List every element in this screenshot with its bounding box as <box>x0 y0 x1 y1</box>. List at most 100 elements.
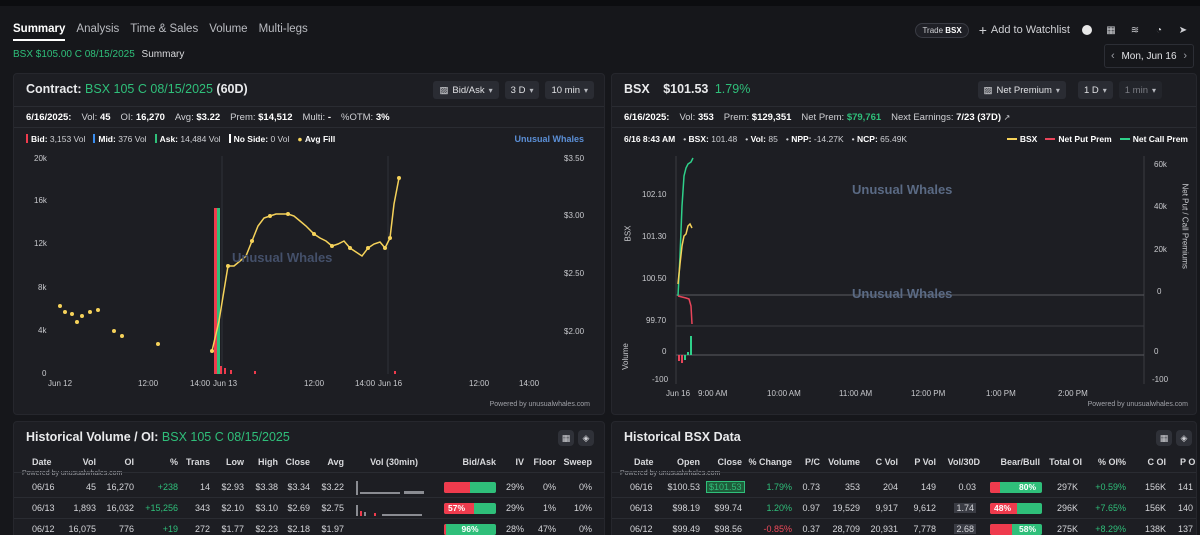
chevron-left-icon[interactable]: ‹ <box>1111 50 1115 62</box>
avg-fill-point <box>88 310 92 314</box>
legend-avgfill[interactable]: ● Avg Fill <box>297 134 336 144</box>
legend-bid[interactable]: Bid: 3,153 Vol <box>26 134 85 144</box>
col-open[interactable]: Open <box>676 457 700 467</box>
cell-vol: 45 <box>85 482 96 492</box>
col-low[interactable]: Low <box>226 457 244 467</box>
avg-fill-point <box>80 314 84 318</box>
col-pvol[interactable]: P Vol <box>914 457 936 467</box>
table-row[interactable]: 06/16 $100.53 $101.53 1.79% 0.73 353 204… <box>612 477 1196 498</box>
cell-cvol: 9,917 <box>875 503 898 513</box>
breadcrumb-contract[interactable]: BSX $105.00 C 08/15/2025 <box>13 49 135 60</box>
legend-ask[interactable]: Ask: 14,484 Vol <box>154 134 221 144</box>
y-tick-right: 40k <box>1154 202 1167 211</box>
cell-pvol: 149 <box>920 482 936 492</box>
cell-pct: +238 <box>157 482 178 492</box>
cell-oipct: +0.59% <box>1095 482 1126 492</box>
table-view-icon[interactable]: ▦ <box>1156 430 1172 446</box>
expand-icon[interactable]: ◈ <box>1176 430 1192 446</box>
col-iv[interactable]: IV <box>515 457 524 467</box>
calculator-icon[interactable]: ▦ <box>1106 24 1116 36</box>
col-bidask[interactable]: Bid/Ask <box>462 457 496 467</box>
col-coi[interactable]: C OI <box>1147 457 1166 467</box>
col-vol30d[interactable]: Vol/30D <box>947 457 980 467</box>
col-bearbull[interactable]: Bear/Bull <box>1000 457 1040 467</box>
stock-range-select[interactable]: 1 D ▾ <box>1077 81 1113 99</box>
table-row[interactable]: 06/13 1,893 16,032 +15,256 343 $2.10 $3.… <box>14 498 604 519</box>
powered-by[interactable]: Powered by unusualwhales.com <box>489 401 590 408</box>
col-totaloi[interactable]: Total OI <box>1049 457 1082 467</box>
x-tick: 2:00 PM <box>1058 389 1088 398</box>
date-picker[interactable]: ‹ Mon, Jun 16 › <box>1104 44 1194 68</box>
cell-trans: 272 <box>194 524 210 534</box>
stat-earnings[interactable]: Next Earnings: 7/23 (37D) ↗ <box>891 111 1011 123</box>
chevron-right-icon[interactable]: › <box>1183 50 1187 62</box>
waves-icon[interactable]: ≋ <box>1130 24 1140 36</box>
col-oi[interactable]: OI <box>124 457 134 467</box>
series-npp[interactable]: Net Put Prem <box>1045 134 1112 144</box>
col-cvol[interactable]: C Vol <box>875 457 898 467</box>
table-row[interactable]: 06/16 45 16,270 +238 14 $2.93 $3.38 $3.3… <box>14 477 604 498</box>
range-select[interactable]: 3 D ▾ <box>504 81 540 99</box>
col-close[interactable]: Close <box>717 457 742 467</box>
chart-icon: ▨ <box>439 84 449 96</box>
col-close[interactable]: Close <box>285 457 310 467</box>
tab-volume[interactable]: Volume <box>209 23 248 35</box>
cell-oipct: +7.65% <box>1095 503 1126 513</box>
stock-chart[interactable] <box>612 146 1197 396</box>
tab-summary[interactable]: Summary <box>13 23 66 41</box>
col-date[interactable]: Date <box>634 457 654 467</box>
tab-analysis[interactable]: Analysis <box>76 23 120 35</box>
share-icon[interactable]: ➤ <box>1178 24 1188 36</box>
series-bsx[interactable]: BSX <box>1006 134 1037 144</box>
spark-bar <box>364 512 366 516</box>
contract-chart[interactable] <box>14 146 605 396</box>
tab-multi-legs[interactable]: Multi-legs <box>258 23 308 35</box>
tab-time-sales[interactable]: Time & Sales <box>130 23 199 35</box>
cell-trans: 14 <box>199 482 210 492</box>
contract-title-days: (60D) <box>216 82 248 96</box>
status-dot-icon[interactable] <box>1080 23 1094 37</box>
legend-mid[interactable]: Mid: 376 Vol <box>93 134 147 144</box>
col-oipct[interactable]: % OI% <box>1097 457 1126 467</box>
x-tick: 1:00 PM <box>986 389 1016 398</box>
powered-by[interactable]: Powered by unusualwhales.com <box>1087 401 1188 408</box>
col-pct[interactable]: % <box>169 457 178 467</box>
table-row[interactable]: 06/12 16,075 776 +19 272 $1.77 $2.23 $2.… <box>14 519 604 535</box>
col-volume[interactable]: Volume <box>828 457 860 467</box>
col-change[interactable]: % Change <box>748 457 792 467</box>
trade-button[interactable]: Trade BSX <box>915 22 969 38</box>
volume-bar <box>220 366 222 374</box>
table-row[interactable]: 06/13 $98.19 $99.74 1.20% 0.97 19,529 9,… <box>612 498 1196 519</box>
series-ncp[interactable]: Net Call Prem <box>1119 134 1188 144</box>
bearbull-bar: 58% <box>990 524 1042 535</box>
bidask-bid-fill <box>444 482 470 493</box>
expand-icon[interactable]: ◈ <box>578 430 594 446</box>
contract-inner-watermark: Unusual Whales <box>232 250 333 265</box>
y-tick-right: 0 <box>1157 287 1162 296</box>
col-sweep[interactable]: Sweep <box>563 457 592 467</box>
legend-noside[interactable]: No Side: 0 Vol <box>228 134 289 144</box>
col-vol[interactable]: Vol <box>82 457 96 467</box>
x-tick: Jun 12 <box>48 379 73 388</box>
metric-select[interactable]: ▨ Net Premium ▾ <box>977 81 1066 99</box>
bell-icon[interactable]: ◔ <box>1155 24 1163 36</box>
table-view-icon[interactable]: ▦ <box>558 430 574 446</box>
breadcrumb: BSX $105.00 C 08/15/2025 Summary <box>13 49 184 60</box>
col-avg[interactable]: Avg <box>327 457 344 467</box>
side-select[interactable]: ▨ Bid/Ask ▾ <box>433 81 499 99</box>
table-row[interactable]: 06/12 $99.49 $98.56 -0.85% 0.37 28,709 2… <box>612 519 1196 535</box>
col-pc[interactable]: P/C <box>804 457 820 467</box>
col-high[interactable]: High <box>258 457 278 467</box>
add-watchlist-button[interactable]: + Add to Watchlist <box>979 22 1070 38</box>
interval-select[interactable]: 10 min ▾ <box>545 81 594 99</box>
col-floor[interactable]: Floor <box>533 457 557 467</box>
stock-interval-select[interactable]: 1 min ▾ <box>1118 81 1162 99</box>
table-header: Date Open Close % Change P/C Volume C Vo… <box>612 452 1196 473</box>
avg-fill-point <box>226 264 230 268</box>
col-vol30[interactable]: Vol (30min) <box>370 457 418 467</box>
col-poi[interactable]: P OI <box>1180 457 1197 467</box>
volume-bar <box>684 355 686 360</box>
y-axis-right-label: Net Put / Call Premiums <box>1180 183 1190 269</box>
col-date[interactable]: Date <box>32 457 52 467</box>
col-trans[interactable]: Trans <box>185 457 210 467</box>
